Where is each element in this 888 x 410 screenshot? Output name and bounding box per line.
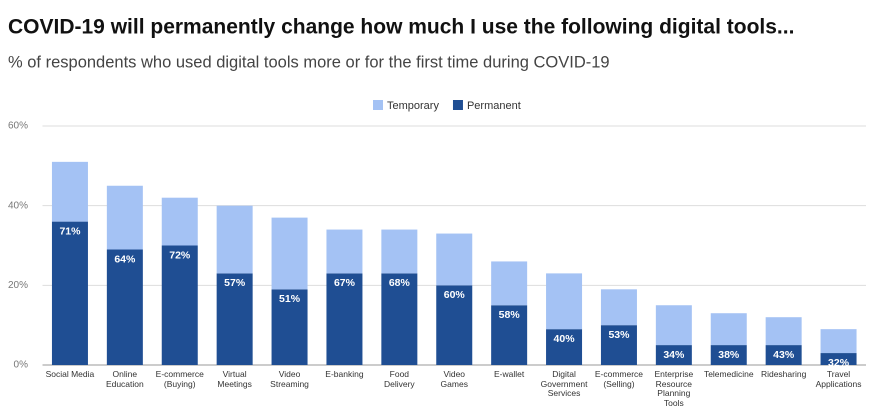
bar-segment	[600, 325, 637, 365]
bar-segment	[655, 345, 692, 365]
legend-swatch	[373, 100, 383, 110]
x-tick-label: Digital Government Services	[540, 369, 588, 398]
data-label: 60%	[444, 289, 466, 301]
data-label: 68%	[389, 277, 411, 289]
bar-segment	[106, 249, 143, 365]
chart-subtitle: % of respondents who used digital tools …	[8, 53, 610, 71]
x-tick-label: Online Education	[105, 369, 144, 389]
data-label: 34%	[663, 349, 685, 361]
y-tick-label: 40%	[8, 200, 28, 211]
x-tick-label: Social Media	[45, 369, 95, 379]
data-label: 43%	[773, 349, 795, 361]
bar-segment	[326, 229, 363, 274]
x-tick-label: Virtual Meetings	[217, 369, 252, 389]
bar-segment	[546, 273, 583, 330]
bar-segment	[710, 345, 747, 365]
data-label: 32%	[828, 357, 850, 369]
data-label: 58%	[499, 309, 521, 321]
bar-segment	[655, 305, 692, 346]
x-tick-label: E-commerce (Selling)	[594, 369, 644, 389]
legend-label: Temporary	[387, 100, 439, 112]
bar-segment	[491, 305, 528, 365]
x-tick-label: Food Delivery	[383, 369, 415, 389]
x-tick-label: Enterprise Resource Planning Tools	[654, 369, 694, 408]
x-tick-label: Ridesharing	[760, 369, 807, 379]
x-tick-label: Video Streaming	[270, 369, 309, 389]
data-label: 57%	[224, 277, 246, 289]
data-label: 71%	[59, 225, 81, 237]
bar-segment	[161, 245, 198, 365]
bar-segment	[600, 289, 637, 326]
y-tick-label: 0%	[14, 360, 29, 371]
bar-segment	[51, 221, 88, 365]
bar-segment	[765, 345, 802, 365]
legend-label: Permanent	[467, 100, 521, 112]
bar-segment	[436, 285, 473, 365]
bar-segment	[820, 329, 857, 354]
bar-segment	[765, 317, 802, 346]
bar-segment	[491, 261, 528, 306]
data-label: 51%	[279, 293, 301, 305]
bar-segment	[216, 205, 253, 274]
bar-segment	[381, 229, 418, 274]
bar-segment	[271, 217, 308, 290]
data-label: 38%	[718, 349, 740, 361]
data-label: 53%	[608, 329, 630, 341]
y-tick-label: 60%	[8, 121, 28, 132]
x-tick-label: E-wallet	[494, 369, 525, 379]
x-tick-label: Telemedicine	[703, 369, 754, 379]
data-label: 72%	[169, 249, 191, 261]
x-tick-label: Video Games	[440, 369, 468, 389]
bar-segment	[326, 273, 363, 365]
bar-segment	[546, 329, 583, 365]
bar-segment	[51, 161, 88, 222]
bar-segment	[106, 185, 143, 250]
bar-segment	[161, 197, 198, 246]
bar-segment	[820, 353, 857, 365]
data-label: 67%	[334, 277, 356, 289]
data-label: 64%	[114, 253, 136, 265]
bar-segment	[271, 289, 308, 365]
bar-segment	[216, 273, 253, 365]
x-tick-label: Travel Applications	[815, 369, 862, 389]
bar-segment	[436, 233, 473, 286]
chart-title: COVID-19 will permanently change how muc…	[8, 16, 794, 39]
x-tick-label: E-banking	[325, 369, 364, 379]
y-tick-label: 20%	[8, 280, 28, 291]
bar-segment	[381, 273, 418, 365]
legend-swatch	[452, 100, 463, 110]
bar-segment	[710, 313, 747, 346]
data-label: 40%	[554, 333, 576, 345]
x-tick-label: E-commerce (Buying)	[155, 369, 204, 389]
